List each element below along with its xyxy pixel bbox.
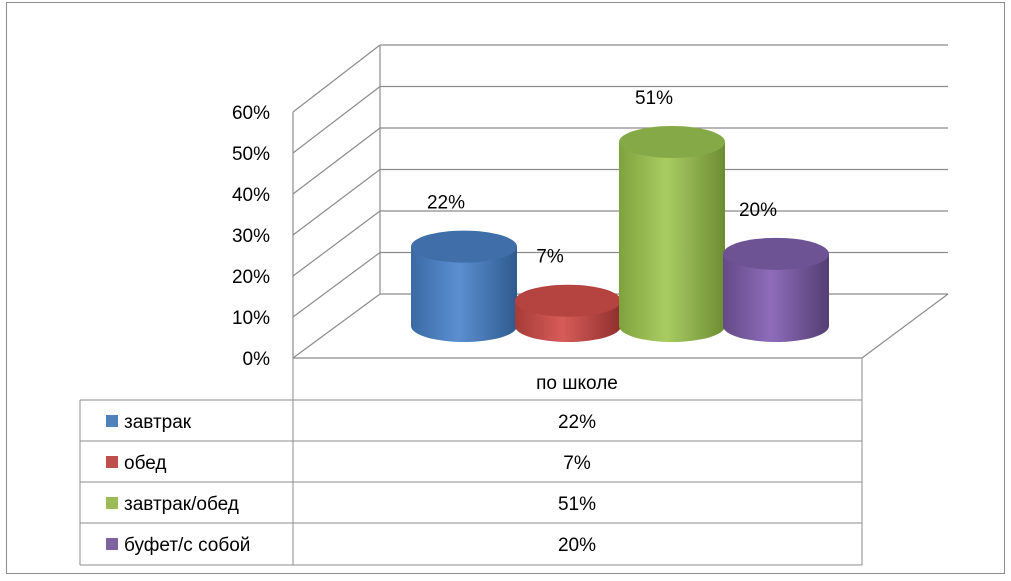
table-row: обед 7% [106, 453, 591, 474]
bar-cap [411, 230, 517, 263]
chart-border [6, 2, 1005, 574]
table-value: 20% [558, 535, 596, 556]
bars [411, 125, 829, 342]
data-table-rows: завтрак 22% обед 7% завтрак/обед 51% буфет/с с… [106, 412, 596, 556]
gridline-diagonal [292, 86, 381, 154]
gridline-diagonal [292, 210, 381, 277]
y-tick-label: 10% [232, 308, 270, 329]
table-value: 51% [558, 494, 596, 515]
legend-swatch [106, 415, 118, 427]
table-row: завтрак/обед 51% [106, 494, 596, 515]
y-tick-label: 60% [232, 103, 270, 124]
bar-2 [515, 284, 621, 342]
legend-swatch [106, 538, 118, 550]
bar-body [619, 141, 725, 342]
gridline-floor-left [292, 293, 381, 359]
bar-cap [619, 125, 725, 158]
legend-label: завтрак/обед [124, 494, 239, 515]
y-tick-label: 0% [243, 349, 271, 370]
legend-label: буфет/с собой [124, 535, 250, 556]
category-label: по школе [536, 373, 618, 394]
table-row: завтрак 22% [106, 412, 596, 433]
bar-4 [723, 237, 829, 342]
data-label: 22% [427, 193, 465, 214]
legend-label: обед [124, 453, 166, 474]
bar-body [723, 253, 829, 342]
gridline-diagonal [292, 252, 381, 318]
y-tick-label: 50% [232, 144, 270, 165]
table-value: 7% [563, 453, 591, 474]
y-tick-label: 40% [232, 185, 270, 206]
table-value: 22% [558, 412, 596, 433]
bar-3 [619, 125, 725, 342]
bar-cap [515, 284, 621, 317]
data-table [79, 358, 863, 566]
legend-swatch [106, 497, 118, 509]
gridline-diagonal [292, 127, 381, 195]
legend-label: завтрак [124, 412, 192, 433]
data-label: 51% [635, 88, 673, 109]
data-label: 7% [536, 247, 564, 268]
y-tick-label: 20% [232, 267, 270, 288]
data-labels: 22% 7% 51% 20% [427, 88, 777, 268]
bar-body [411, 246, 517, 342]
y-tick-label: 30% [232, 226, 270, 247]
gridline-diagonal [292, 169, 381, 236]
y-axis-ticks: 0% 10% 20% 30% 40% 50% 60% [232, 103, 270, 370]
legend-swatch [106, 456, 118, 468]
bar-1 [411, 230, 517, 342]
table-row: буфет/с собой 20% [106, 535, 596, 556]
gridline-diagonal [292, 44, 381, 113]
data-label: 20% [739, 200, 777, 221]
bar-cap [723, 237, 829, 270]
